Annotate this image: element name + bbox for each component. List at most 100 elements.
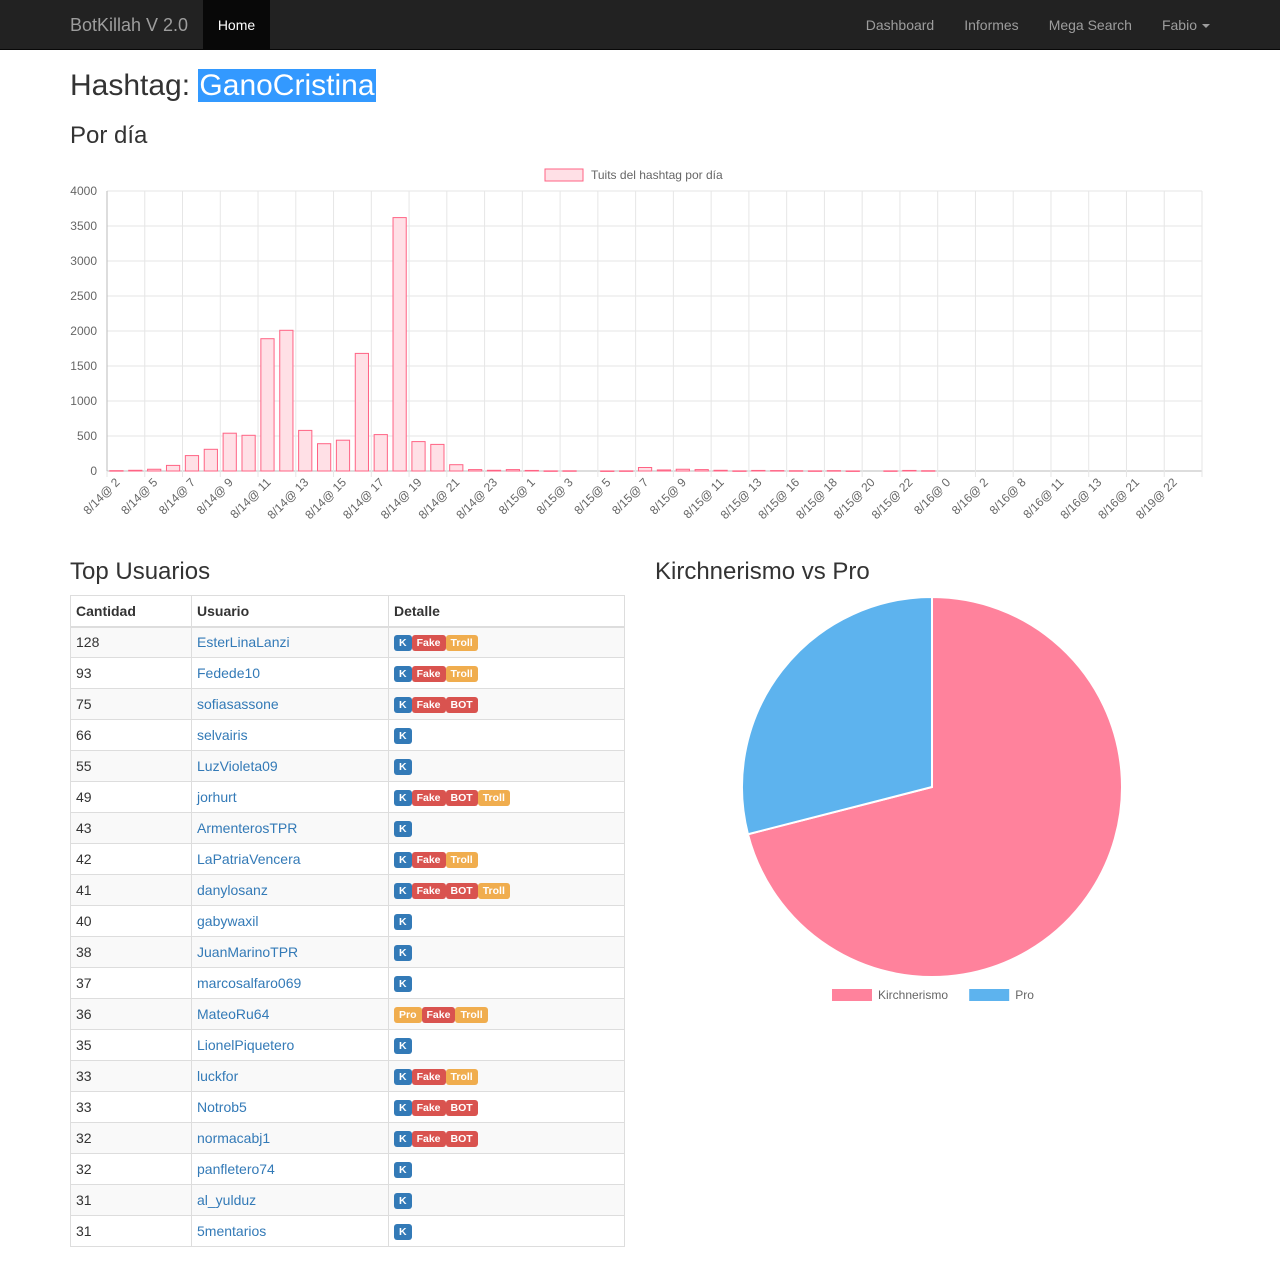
user-link[interactable]: Fedede10: [191, 657, 389, 689]
nav-dashboard[interactable]: Dashboard: [865, 17, 935, 33]
cell-detail: K: [388, 1184, 625, 1216]
user-link[interactable]: MateoRu64: [191, 998, 389, 1030]
badge-k: K: [394, 1224, 412, 1240]
badge-k: K: [394, 1038, 412, 1054]
cell-count: 40: [70, 905, 192, 937]
x-tick-label: 8/14@ 2: [80, 475, 122, 517]
nav-home[interactable]: Home: [203, 0, 270, 50]
caret-down-icon: [1202, 24, 1210, 29]
user-link[interactable]: al_yulduz: [191, 1184, 389, 1216]
cell-detail: K: [388, 750, 625, 782]
badge-fake: Fake: [421, 1007, 456, 1023]
user-link[interactable]: danylosanz: [191, 874, 389, 906]
user-link[interactable]: marcosalfaro069: [191, 967, 389, 999]
user-link[interactable]: gabywaxil: [191, 905, 389, 937]
x-tick-label: 8/15@ 3: [534, 475, 576, 517]
col-detalle: Detalle: [388, 595, 625, 628]
badge-fake: Fake: [411, 1131, 446, 1147]
x-tick-label: 8/14@ 5: [118, 475, 160, 517]
x-tick-label: 8/19@ 22: [1133, 475, 1180, 522]
badge-k: K: [394, 728, 412, 744]
user-link[interactable]: LionelPiquetero: [191, 1029, 389, 1061]
bar: [826, 470, 841, 472]
x-tick-label: 8/16@ 0: [911, 475, 953, 517]
nav-informes[interactable]: Informes: [964, 17, 1019, 33]
badge-troll: Troll: [445, 852, 478, 868]
pie-slice-pro: [741, 595, 933, 836]
badge-k: K: [394, 1162, 412, 1178]
bar: [335, 439, 351, 472]
badge-troll: Troll: [455, 1007, 488, 1023]
user-link[interactable]: selvairis: [191, 719, 389, 751]
top-users-table: Cantidad Usuario Detalle 128 EsterLinaLan…: [70, 595, 625, 1247]
cell-count: 31: [70, 1215, 192, 1247]
user-link[interactable]: LuzVioleta09: [191, 750, 389, 782]
legend-label: Pro: [1015, 988, 1034, 1002]
badge-bot: BOT: [445, 1131, 478, 1147]
y-tick-label: 2000: [70, 324, 97, 338]
badge-k: K: [394, 1069, 412, 1085]
table-row: 31 5mentarios K: [70, 1215, 625, 1247]
badge-k: K: [394, 852, 412, 868]
user-menu[interactable]: Fabio: [1147, 0, 1225, 50]
bar: [619, 470, 634, 472]
badge-k: K: [394, 1100, 412, 1116]
badge-troll: Troll: [445, 635, 478, 652]
bar: [921, 470, 936, 472]
col-usuario: Usuario: [191, 595, 389, 628]
table-row: 33 Notrob5 K Fake BOT: [70, 1091, 625, 1123]
table-body: 128 EsterLinaLanzi K Fake Troll 93 Fedede10 K Fa…: [70, 626, 625, 1247]
bar: [883, 470, 898, 472]
badge-pro: Pro: [394, 1007, 422, 1023]
bar-chart: Tuits del hashtag por día 0 500 1000 1500 200…: [70, 168, 1203, 522]
brand-logo[interactable]: BotKillah V 2.0: [70, 15, 189, 35]
table-row: 43 ArmenterosTPR K: [70, 812, 625, 844]
cell-count: 41: [70, 874, 192, 906]
cell-count: 128: [70, 626, 192, 658]
user-link[interactable]: LaPatriaVencera: [191, 843, 389, 875]
bar: [486, 469, 502, 472]
user-link[interactable]: ArmenterosTPR: [191, 812, 389, 844]
table-row: 93 Fedede10 K Fake Troll: [70, 657, 625, 689]
cell-count: 93: [70, 657, 192, 689]
bar: [298, 429, 313, 472]
cell-detail: K: [388, 1153, 625, 1185]
bar: [694, 469, 709, 472]
table-row: 55 LuzVioleta09 K: [70, 750, 625, 782]
bar: [524, 469, 539, 472]
table-row: 32 normacabj1 K Fake BOT: [70, 1122, 625, 1154]
bar: [505, 469, 521, 472]
bar: [751, 469, 766, 472]
x-tick-label: 8/15@ 7: [609, 475, 651, 517]
cell-detail: K: [388, 936, 625, 968]
table-row: 37 marcosalfaro069 K: [70, 967, 625, 999]
cell-detail: K Fake BOT: [388, 688, 625, 720]
bar: [317, 443, 332, 472]
nav-mega-search[interactable]: Mega Search: [1048, 17, 1132, 33]
legend-swatch: [832, 989, 872, 1001]
cell-detail: K Fake Troll: [388, 626, 625, 658]
user-link[interactable]: jorhurt: [191, 781, 389, 813]
bar: [184, 455, 200, 472]
user-link[interactable]: Notrob5: [191, 1091, 389, 1123]
user-link[interactable]: sofiasassone: [191, 688, 389, 720]
table-row: 31 al_yulduz K: [70, 1184, 625, 1216]
badge-fake: Fake: [411, 883, 446, 899]
badge-fake: Fake: [411, 852, 446, 868]
badge-troll: Troll: [477, 790, 510, 806]
bar: [430, 443, 445, 472]
table-row: 42 LaPatriaVencera K Fake Troll: [70, 843, 625, 875]
badge-k: K: [394, 914, 412, 930]
user-link[interactable]: JuanMarinoTPR: [191, 936, 389, 968]
badge-k: K: [394, 883, 412, 899]
user-link[interactable]: normacabj1: [191, 1122, 389, 1154]
user-link[interactable]: EsterLinaLanzi: [191, 626, 389, 658]
user-link[interactable]: 5mentarios: [191, 1215, 389, 1247]
bar: [788, 470, 804, 472]
cell-count: 32: [70, 1153, 192, 1185]
table-row: 38 JuanMarinoTPR K: [70, 936, 625, 968]
cell-detail: K Fake BOT Troll: [388, 781, 625, 813]
page-title: Hashtag: GanoCristina: [70, 66, 376, 106]
user-link[interactable]: luckfor: [191, 1060, 389, 1092]
user-link[interactable]: panfletero74: [191, 1153, 389, 1185]
